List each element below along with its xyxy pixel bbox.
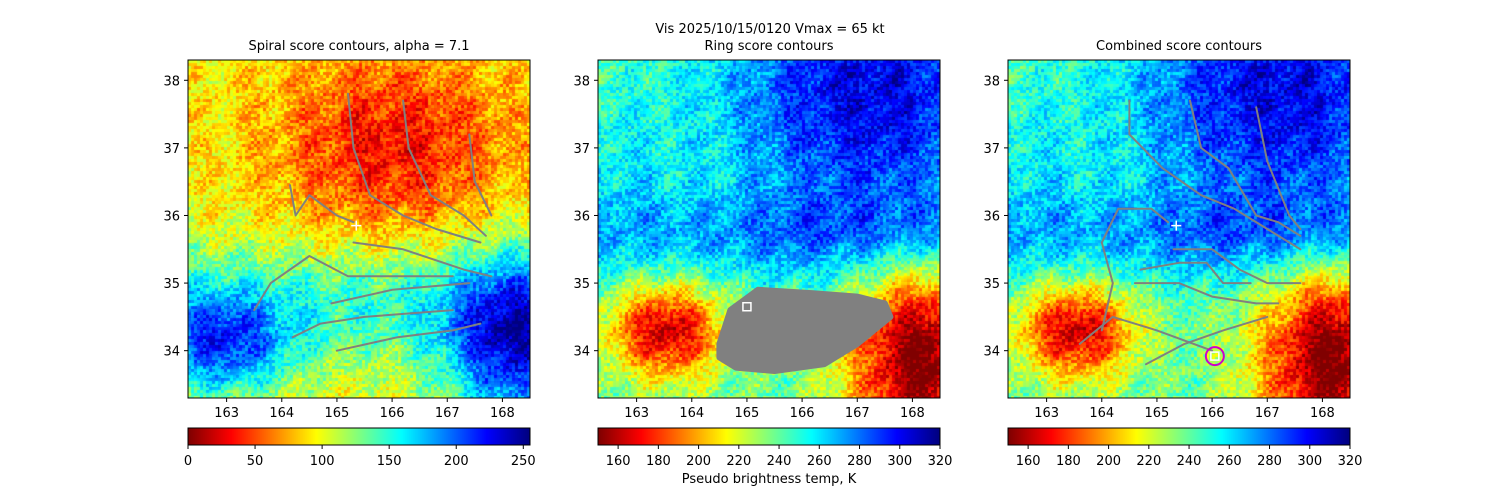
panel-1-xtick-label: 165 bbox=[325, 406, 350, 421]
panel-3-frame bbox=[1007, 59, 1351, 399]
panel-1-xtick-label: 167 bbox=[435, 406, 460, 421]
colorbar-1-tick-label: 0 bbox=[184, 454, 192, 469]
panel-1-xtick-label: 168 bbox=[490, 406, 515, 421]
colorbar-1-tick-label: 150 bbox=[377, 454, 402, 469]
panel-3-title: Combined score contours bbox=[1096, 39, 1262, 54]
colorbar-2-frame bbox=[597, 427, 941, 446]
colorbar-1-tick-label: 250 bbox=[511, 454, 536, 469]
panel-3-contour-1 bbox=[1100, 207, 1169, 332]
panel-3-contour-5 bbox=[1139, 261, 1252, 285]
panel-1-contour-8 bbox=[335, 322, 482, 352]
figure-suptitle: Vis 2025/10/15/0120 Vmax = 65 kt bbox=[655, 22, 885, 37]
panel-3-xtick-label: 168 bbox=[1310, 406, 1335, 421]
panel-1-contour-2 bbox=[347, 92, 482, 244]
panel-3-ytick-label: 37 bbox=[983, 142, 1000, 157]
colorbar-1-tick-label: 100 bbox=[310, 454, 335, 469]
colorbar-2-label: Pseudo brightness temp, K bbox=[681, 472, 857, 487]
colorbar-1-tick-label: 50 bbox=[247, 454, 264, 469]
panel-1-contour-5 bbox=[253, 255, 454, 312]
panel-3-ytick-label: 35 bbox=[983, 277, 1000, 292]
panel-1-contour-3 bbox=[402, 99, 487, 237]
colorbar-2-tick-label: 240 bbox=[767, 454, 792, 469]
colorbar-1-tick-label: 200 bbox=[444, 454, 469, 469]
panel-1-xtick-label: 163 bbox=[214, 406, 239, 421]
panel-2-xtick-label: 163 bbox=[624, 406, 649, 421]
panel-2-xtick-label: 164 bbox=[679, 406, 704, 421]
panel-1-ytick-label: 35 bbox=[163, 277, 180, 292]
colorbar-2-tick-label: 220 bbox=[726, 454, 751, 469]
colorbar-3-tick-label: 260 bbox=[1217, 454, 1242, 469]
panel-3-contour-7 bbox=[1133, 282, 1280, 305]
panel-1-xtick-label: 164 bbox=[269, 406, 294, 421]
colorbar-2-tick-label: 300 bbox=[887, 454, 912, 469]
panel-2-square-marker bbox=[742, 301, 752, 312]
panel-1-title: Spiral score contours, alpha = 7.1 bbox=[248, 39, 470, 54]
panel-1-ytick-label: 34 bbox=[163, 345, 180, 360]
panel-3-contour-6 bbox=[1172, 248, 1302, 285]
panel-2-xtick-label: 167 bbox=[845, 406, 870, 421]
panel-3-square-marker bbox=[1210, 351, 1220, 361]
panel-2-ytick-label: 34 bbox=[573, 345, 590, 360]
colorbar-2-tick-label: 200 bbox=[686, 454, 711, 469]
panel-1-contour-7 bbox=[291, 309, 454, 339]
panel-1-frame bbox=[187, 59, 531, 399]
panel-2-ytick-label: 37 bbox=[573, 142, 590, 157]
panel-3-xtick-label: 166 bbox=[1200, 406, 1225, 421]
colorbar-3-tick-label: 300 bbox=[1297, 454, 1322, 469]
panel-2-ytick-label: 38 bbox=[573, 74, 590, 89]
colorbar-3-tick-label: 180 bbox=[1056, 454, 1081, 469]
colorbar-2-tick-label: 320 bbox=[928, 454, 953, 469]
colorbar-3-tick-label: 240 bbox=[1177, 454, 1202, 469]
panel-3-contour-3 bbox=[1189, 99, 1302, 237]
panel-1-ytick-label: 38 bbox=[163, 74, 180, 89]
panel-1-contour-4 bbox=[468, 133, 493, 217]
panel-2-title: Ring score contours bbox=[704, 39, 834, 54]
panel-3-xtick-label: 163 bbox=[1034, 406, 1059, 421]
panel-2-frame bbox=[597, 59, 941, 399]
panel-1-contour-9 bbox=[330, 282, 471, 305]
panel-3-center-plus-marker bbox=[1171, 220, 1182, 231]
panel-1-contour-6 bbox=[352, 241, 493, 278]
panel-3-contour-8 bbox=[1144, 315, 1269, 366]
colorbar-3-tick-label: 280 bbox=[1257, 454, 1282, 469]
colorbar-2-tick-label: 280 bbox=[847, 454, 872, 469]
panel-3-xtick-label: 164 bbox=[1089, 406, 1114, 421]
panel-1-ytick-label: 37 bbox=[163, 142, 180, 157]
colorbar-2-tick-label: 160 bbox=[606, 454, 631, 469]
colorbar-1-frame bbox=[187, 427, 531, 446]
panel-1-xtick-label: 166 bbox=[380, 406, 405, 421]
colorbar-3-tick-label: 200 bbox=[1096, 454, 1121, 469]
panel-3-xtick-label: 167 bbox=[1255, 406, 1280, 421]
panel-3-xtick-label: 165 bbox=[1145, 406, 1170, 421]
colorbar-2-tick-label: 180 bbox=[646, 454, 671, 469]
colorbar-3-tick-label: 220 bbox=[1136, 454, 1161, 469]
colorbar-3-tick-label: 160 bbox=[1016, 454, 1041, 469]
panel-1-contour-1 bbox=[289, 184, 355, 224]
panel-3-contour-4 bbox=[1255, 106, 1302, 230]
panel-2-masked-region bbox=[716, 286, 894, 374]
panel-3-contour-9 bbox=[1078, 315, 1214, 352]
panel-3-ytick-label: 36 bbox=[983, 209, 1000, 224]
colorbar-2-tick-label: 260 bbox=[807, 454, 832, 469]
panel-2-xtick-label: 165 bbox=[735, 406, 760, 421]
panel-3-ytick-label: 34 bbox=[983, 345, 1000, 360]
panel-2-xtick-label: 168 bbox=[900, 406, 925, 421]
panel-1-ytick-label: 36 bbox=[163, 209, 180, 224]
panel-3-ytick-label: 38 bbox=[983, 74, 1000, 89]
panel-2-xtick-label: 166 bbox=[790, 406, 815, 421]
colorbar-3-tick-label: 320 bbox=[1338, 454, 1363, 469]
colorbar-3-frame bbox=[1007, 427, 1351, 446]
panel-2-ytick-label: 36 bbox=[573, 209, 590, 224]
panel-1-center-plus-marker bbox=[351, 220, 362, 231]
panel-3-circle-marker bbox=[1204, 346, 1225, 367]
panel-2-ytick-label: 35 bbox=[573, 277, 590, 292]
panel-3-contour-2 bbox=[1128, 99, 1302, 251]
